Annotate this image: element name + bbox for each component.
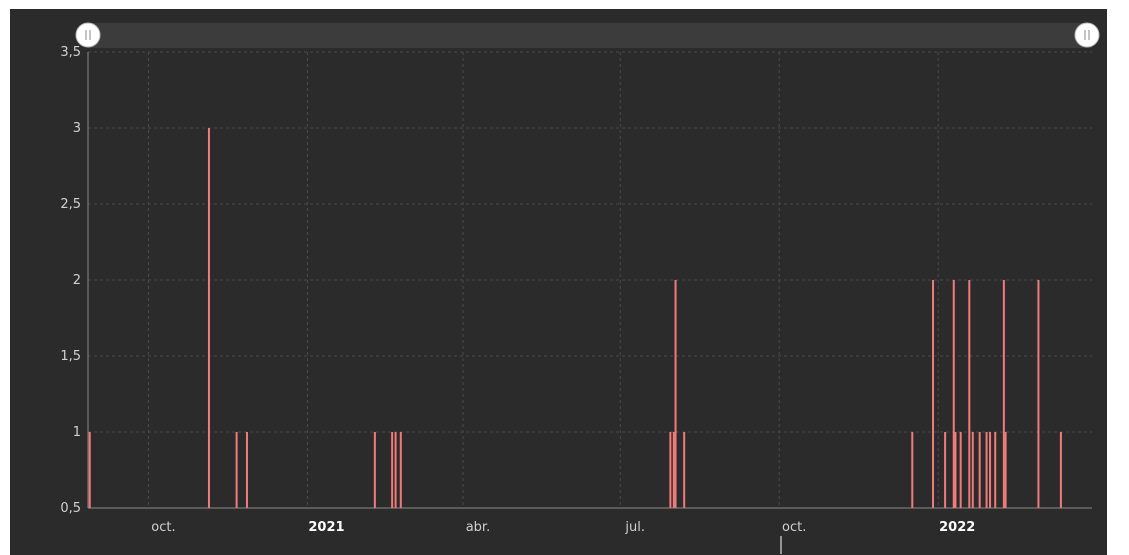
bar	[391, 432, 394, 508]
bar	[978, 432, 981, 508]
x-tick-label: 2021	[308, 520, 344, 535]
bar	[944, 432, 947, 508]
bar	[672, 432, 675, 508]
scroll-handles	[75, 22, 1100, 48]
handle-circle	[75, 22, 101, 48]
y-tick-label: 2	[73, 273, 81, 288]
y-tick-label: 0,5	[60, 501, 81, 516]
x-tick-label: jul.	[624, 520, 645, 535]
bar	[985, 432, 988, 508]
bar	[88, 432, 91, 508]
y-tick-label: 3,5	[60, 45, 81, 60]
bars	[88, 128, 1062, 508]
bar	[994, 432, 997, 508]
x-tick-label: 2022	[939, 520, 975, 535]
bar	[959, 432, 962, 508]
x-axis: oct. 2021 abr. jul. oct. 2022	[88, 507, 1092, 554]
range-scrollbar[interactable]	[88, 23, 1092, 48]
grid	[88, 51, 1092, 508]
bar	[1004, 432, 1007, 508]
scroll-handle-right-icon[interactable]	[1074, 22, 1100, 48]
bar	[399, 432, 402, 508]
bar	[954, 432, 957, 508]
bar	[952, 280, 955, 508]
y-tick-label: 3	[73, 121, 81, 136]
x-tick-label: oct.	[151, 520, 175, 535]
bar	[674, 280, 677, 508]
bar	[235, 432, 238, 508]
scroll-handle-left-icon[interactable]	[75, 22, 101, 48]
bar	[989, 432, 992, 508]
chart-panel: 0,5 1 1,5 2 2,5 3 3,5 oct. 2021 abr. jul. oct. 2022	[10, 9, 1107, 555]
bar	[394, 432, 397, 508]
y-tick-label: 2,5	[60, 197, 81, 212]
x-tick-label: oct.	[782, 520, 806, 535]
y-axis: 0,5 1 1,5 2 2,5 3 3,5	[60, 45, 89, 516]
bar-chart: 0,5 1 1,5 2 2,5 3 3,5 oct. 2021 abr. jul. oct. 2022	[60, 22, 1100, 554]
bar	[1002, 280, 1005, 508]
bar	[683, 432, 686, 508]
bar	[207, 128, 210, 508]
bar	[373, 432, 376, 508]
bar	[669, 432, 672, 508]
bar	[968, 280, 971, 508]
handle-circle	[1074, 22, 1100, 48]
x-tick-label: abr.	[466, 520, 491, 535]
bar	[1037, 280, 1040, 508]
y-tick-label: 1	[73, 425, 81, 440]
bar	[1059, 432, 1062, 508]
bar	[932, 280, 935, 508]
y-tick-label: 1,5	[60, 349, 81, 364]
bar	[971, 432, 974, 508]
bar	[911, 432, 914, 508]
bar	[245, 432, 248, 508]
